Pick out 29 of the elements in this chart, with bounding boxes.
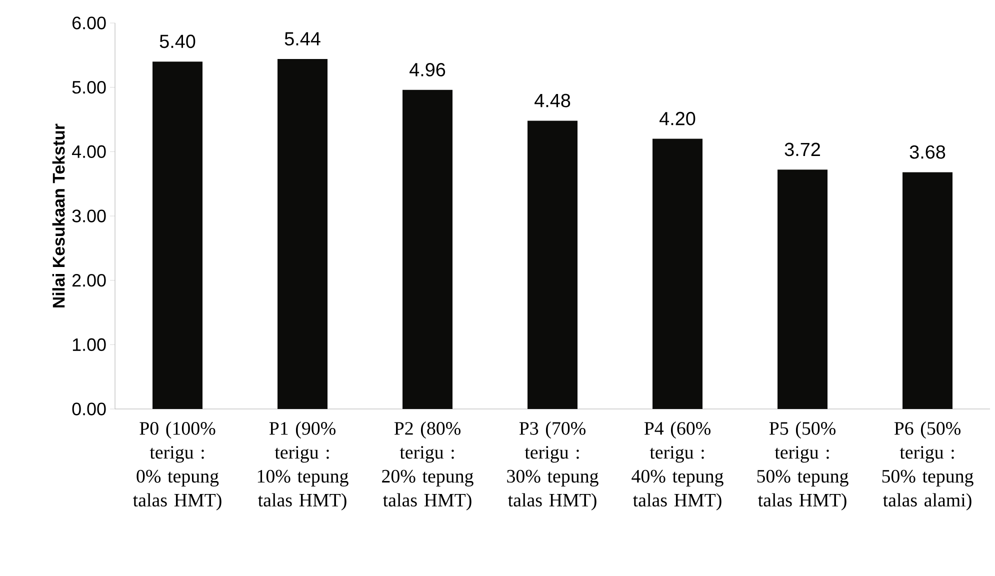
bar xyxy=(528,120,578,409)
bar xyxy=(278,59,328,409)
x-tick-label: P5 (50% terigu : 50% tepung talas HMT) xyxy=(757,422,848,510)
data-label: 4.96 xyxy=(410,62,446,76)
y-tick-label: 6.00 xyxy=(72,16,106,30)
data-label: 4.20 xyxy=(660,112,696,126)
x-tick-label: P3 (70% terigu : 30% tepung talas HMT) xyxy=(507,422,598,510)
bar xyxy=(152,62,203,409)
x-tick-label: P2 (80% terigu : 20% tepung talas HMT) xyxy=(382,422,474,510)
x-tick-label: P1 (90% terigu : 10% tepung talas HMT) xyxy=(258,422,348,510)
data-label: 3.68 xyxy=(910,145,946,159)
y-axis-title: Nilai Kesukaan Tekstur xyxy=(52,124,65,308)
bar xyxy=(902,172,953,409)
y-tick-label: 0.00 xyxy=(72,402,106,416)
x-tick-label: P6 (50% terigu : 50% tepung talas alami) xyxy=(882,422,974,510)
bar xyxy=(652,138,703,409)
data-label: 5.44 xyxy=(284,32,320,46)
y-tick-label: 4.00 xyxy=(72,145,106,158)
y-tick-label: 1.00 xyxy=(72,338,106,351)
x-tick-label: P0 (100% terigu : 0% tepung talas HMT) xyxy=(133,422,222,510)
x-tick-label: P4 (60% terigu : 40% tepung talas HMT) xyxy=(632,422,724,510)
y-tick-label: 3.00 xyxy=(72,210,106,222)
data-label: 5.40 xyxy=(160,34,196,48)
bar xyxy=(778,170,828,409)
data-label: 4.48 xyxy=(534,94,570,108)
y-tick-label: 2.00 xyxy=(72,274,106,287)
bar xyxy=(402,90,453,409)
y-tick-label: 5.00 xyxy=(72,80,106,94)
data-label: 3.72 xyxy=(784,142,820,156)
